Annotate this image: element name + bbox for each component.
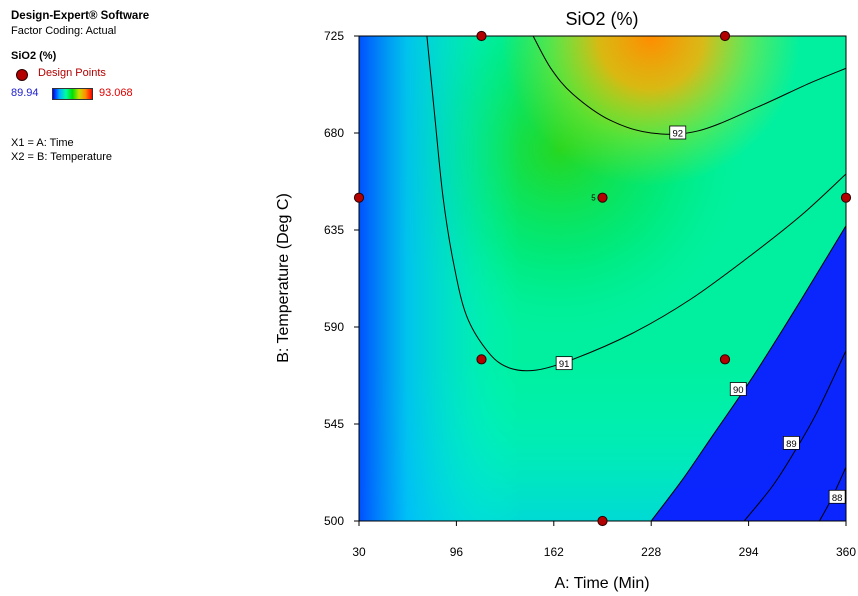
design-points-label: Design Points	[38, 67, 106, 79]
factor-coding: Factor Coding: Actual	[11, 25, 117, 37]
scale-min-value: 89.94	[11, 87, 39, 99]
contour-label-box	[828, 489, 846, 504]
y-tick-label: 725	[324, 29, 344, 43]
contour-line-91	[426, 36, 846, 372]
x-axis-ticks: 30 96 162 228 294 360	[352, 521, 856, 559]
design-point	[719, 354, 731, 365]
y-axis-ticks: 500 545 590 635 680 725	[324, 29, 359, 528]
x-tick-label: 96	[450, 545, 464, 559]
color-scale: 89.94 93.068	[11, 85, 241, 101]
contour-label-box	[782, 435, 800, 450]
contour-label-88: 88	[828, 489, 846, 504]
y-tick-label: 545	[324, 417, 344, 431]
design-point-count: 5	[591, 194, 596, 203]
design-point	[476, 354, 487, 365]
factor-x1: X1 = A: Time	[11, 137, 74, 149]
design-point-marker-icon	[16, 69, 28, 81]
contour-label-92: 92	[669, 125, 687, 140]
software-name: Design-Expert® Software	[11, 10, 150, 22]
x-tick-label: 360	[836, 545, 856, 559]
factor-list: X1 = A: Time X2 = B: Temperature	[11, 136, 241, 164]
contour-label-text: 92	[672, 129, 683, 140]
contour-line-92	[532, 36, 846, 135]
chart-title: SiO2 (%)	[565, 9, 638, 29]
design-point	[476, 30, 487, 42]
x-tick-label: 30	[352, 545, 366, 559]
response-name: SiO2 (%)	[11, 50, 57, 62]
x-axis-label: A: Time (Min)	[554, 575, 649, 592]
design-point	[840, 192, 852, 203]
contour-label-text: 90	[733, 385, 744, 396]
y-tick-label: 680	[324, 126, 344, 140]
contour-label-box	[669, 125, 687, 140]
contour-label-91: 91	[555, 356, 573, 371]
y-tick-label: 590	[324, 320, 344, 334]
contour-label-text: 91	[559, 359, 570, 370]
design-point	[597, 515, 608, 527]
color-scale-bar	[52, 88, 93, 100]
y-tick-label: 500	[324, 514, 344, 528]
design-points: 5	[353, 30, 852, 527]
scale-max-value: 93.068	[99, 87, 133, 99]
contour-line-89	[743, 350, 846, 521]
legend-panel: Design-Expert® Software Factor Coding: A…	[11, 9, 241, 164]
y-axis-label: B: Temperature (Deg C)	[275, 193, 292, 363]
contour-line-90	[650, 225, 846, 521]
contour-label-text: 89	[786, 439, 797, 450]
contour-label-90: 90	[729, 382, 747, 396]
x-tick-label: 294	[739, 545, 759, 559]
x-tick-label: 162	[544, 545, 564, 559]
y-tick-label: 635	[324, 223, 344, 237]
design-points-legend: Design Points	[11, 66, 241, 82]
x-tick-label: 228	[641, 545, 661, 559]
contour-label-89: 89	[782, 435, 800, 450]
contour-label-text: 88	[832, 493, 843, 504]
contour-labels: 92 91 90 89 88	[555, 125, 846, 504]
factor-x2: X2 = B: Temperature	[11, 151, 112, 163]
design-point	[719, 30, 731, 42]
design-point	[597, 192, 608, 203]
contour-label-box	[729, 382, 747, 396]
contour-plot-area	[359, 36, 846, 521]
design-point	[353, 192, 365, 203]
contour-label-box	[555, 356, 573, 371]
